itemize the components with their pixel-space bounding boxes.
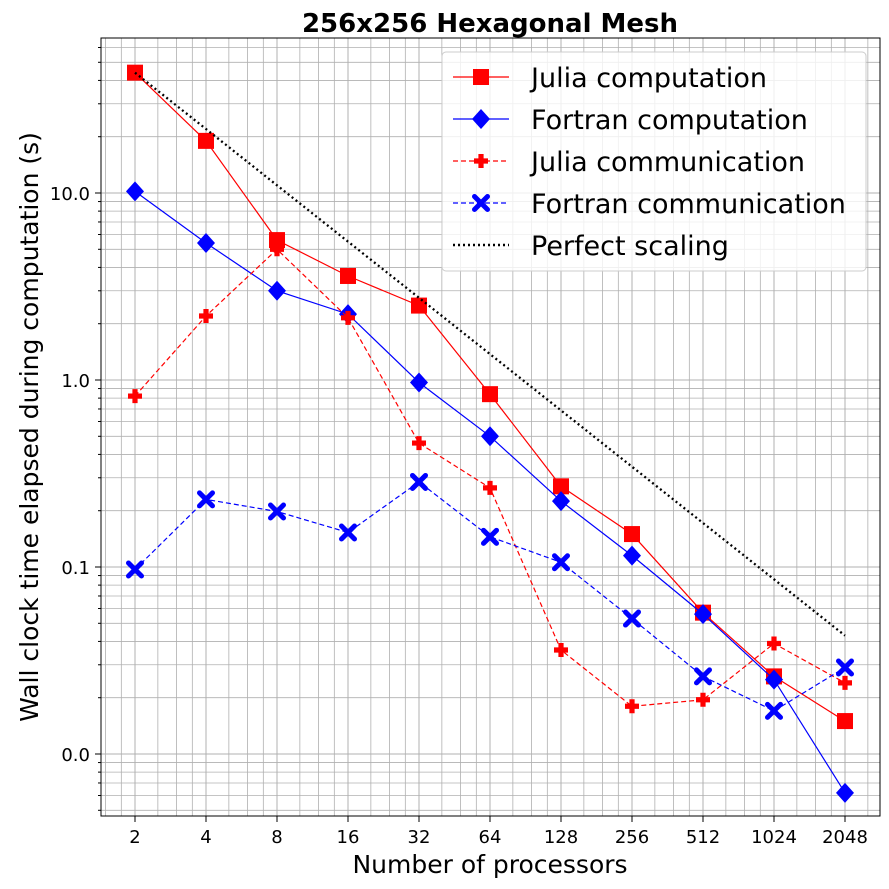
- x-tick-label: 2: [129, 827, 140, 848]
- data-point: [127, 64, 143, 81]
- data-point: [341, 310, 355, 325]
- data-point: [765, 669, 783, 690]
- data-point: [198, 132, 214, 149]
- series-layer: [126, 64, 854, 803]
- y-tick-label: 0.1: [61, 558, 90, 579]
- data-point: [623, 609, 641, 628]
- x-tick-label: 1024: [751, 827, 797, 848]
- legend-marker: [474, 154, 488, 168]
- data-point: [623, 545, 641, 566]
- x-tick-label: 2048: [822, 827, 868, 848]
- data-point: [481, 527, 499, 546]
- y-tick-label: 1.0: [61, 371, 90, 392]
- x-tick-label: 16: [337, 827, 360, 848]
- legend-label: Julia computation: [529, 63, 767, 94]
- data-point: [197, 490, 215, 509]
- data-point: [270, 242, 284, 257]
- data-point: [269, 232, 285, 249]
- data-point: [483, 480, 497, 495]
- legend-label: Perfect scaling: [531, 231, 729, 262]
- data-point: [339, 523, 357, 542]
- x-tick-label: 256: [615, 827, 649, 848]
- data-point: [268, 280, 286, 301]
- data-point: [126, 560, 144, 579]
- data-point: [197, 233, 215, 254]
- x-tick-label: 8: [271, 827, 282, 848]
- legend-label: Fortran communication: [531, 189, 846, 220]
- data-point: [554, 642, 568, 657]
- series-fortran-communication: [126, 472, 854, 720]
- data-point: [765, 701, 783, 720]
- legend: Julia computation Fortran computation Juli…: [441, 51, 867, 272]
- series-julia-communication: [128, 242, 852, 714]
- data-point: [837, 713, 853, 730]
- y-tick-label: 0.0: [61, 745, 90, 766]
- data-point: [268, 502, 286, 521]
- data-point: [553, 478, 569, 495]
- legend-label: Fortran computation: [531, 105, 808, 136]
- data-point: [199, 308, 213, 323]
- data-point: [128, 389, 142, 404]
- x-tick-label: 64: [479, 827, 502, 848]
- series-line: [134, 71, 846, 637]
- data-point: [836, 658, 854, 677]
- legend-marker: [472, 194, 490, 212]
- x-tick-label: 128: [544, 827, 578, 848]
- x-axis-title: Number of processors: [352, 850, 627, 879]
- data-point: [694, 667, 712, 686]
- data-point: [126, 181, 144, 202]
- data-point: [624, 526, 640, 543]
- y-axis-title: Wall clock time elapsed during computati…: [15, 132, 44, 722]
- data-point: [340, 267, 356, 284]
- data-point: [838, 675, 852, 690]
- data-point: [410, 372, 428, 393]
- data-point: [411, 297, 427, 314]
- legend-marker: [472, 109, 490, 129]
- data-point: [552, 553, 570, 572]
- data-point: [625, 699, 639, 714]
- x-tick-label: 512: [686, 827, 720, 848]
- legend-marker: [473, 69, 489, 85]
- series-perfect-scaling: [134, 71, 846, 637]
- data-point: [836, 782, 854, 803]
- x-tick-label: 32: [408, 827, 431, 848]
- legend-box: [441, 51, 867, 272]
- data-point: [410, 472, 428, 491]
- legend-label: Julia communication: [529, 147, 805, 178]
- chart-title: 256x256 Hexagonal Mesh: [302, 9, 678, 39]
- series-line: [134, 481, 846, 712]
- ticks: 2 4 8 16 32 64 128 256 512 1024 2048 0.0 0.1 1.0 10.0: [50, 46, 868, 848]
- data-point: [767, 636, 781, 651]
- x-tick-label: 4: [200, 827, 211, 848]
- data-point: [552, 491, 570, 512]
- data-point: [481, 426, 499, 447]
- data-point: [694, 604, 712, 625]
- y-tick-label: 10.0: [50, 184, 90, 205]
- data-point: [696, 692, 710, 707]
- data-point: [482, 386, 498, 403]
- data-point: [412, 436, 426, 451]
